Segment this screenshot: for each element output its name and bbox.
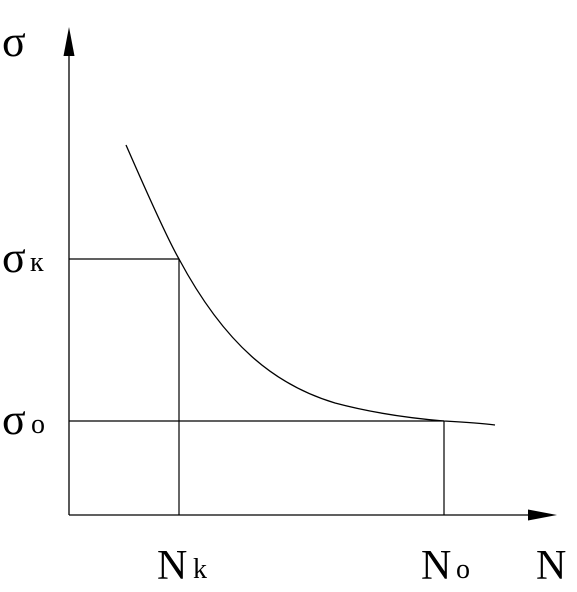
- x-axis-label: N: [536, 543, 566, 589]
- sigma-k-subscript: к: [30, 247, 44, 278]
- n0-label: N: [421, 543, 451, 589]
- sigma-0-label: σ: [2, 395, 26, 444]
- n0-subscript: o: [456, 554, 470, 585]
- fatigue-curve: [125, 144, 496, 426]
- x-axis-arrowhead: [528, 509, 557, 521]
- sigma-0-subscript: o: [31, 409, 45, 440]
- y-axis-label: σ: [2, 17, 26, 66]
- y-axis-arrowhead: [63, 27, 75, 56]
- sigma-k-label: σ: [2, 233, 26, 282]
- nk-subscript: k: [193, 554, 207, 585]
- nk-label: N: [157, 543, 187, 589]
